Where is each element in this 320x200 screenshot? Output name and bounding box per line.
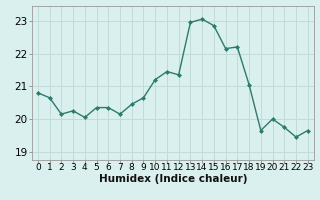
X-axis label: Humidex (Indice chaleur): Humidex (Indice chaleur) (99, 174, 247, 184)
